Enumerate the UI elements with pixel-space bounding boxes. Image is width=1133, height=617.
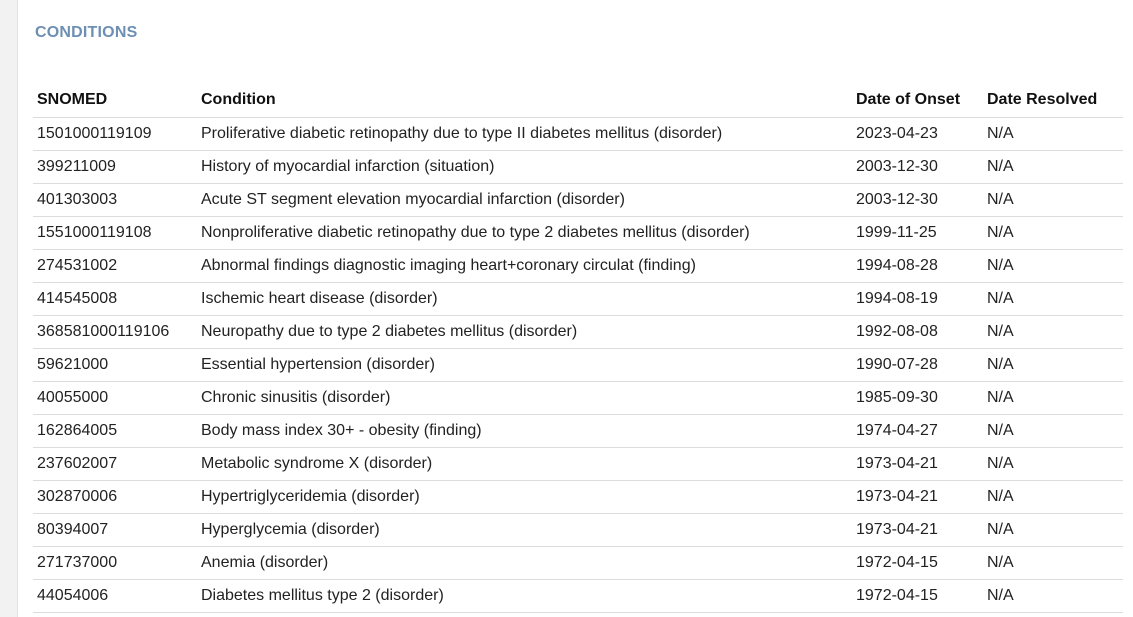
snomed-code-cell: 44054006 — [33, 579, 197, 613]
table-header-row: SNOMED Condition Date of Onset Date Reso… — [33, 84, 1123, 118]
condition-cell: Chronic sinusitis (disorder) — [197, 381, 852, 415]
date-of-onset-cell: 1990-07-28 — [852, 348, 983, 382]
header-date-resolved: Date Resolved — [983, 84, 1123, 118]
snomed-code-cell: 399211009 — [33, 150, 197, 184]
table-row: 80394007 Hyperglycemia (disorder) 1973-04-… — [33, 513, 1123, 547]
condition-cell: Acute ST segment elevation myocardial in… — [197, 183, 852, 217]
condition-cell: Body mass index 30+ - obesity (finding) — [197, 414, 852, 448]
header-date-of-onset: Date of Onset — [852, 84, 983, 118]
table-row: 401303003 Acute ST segment elevation myoc… — [33, 183, 1123, 217]
table-row: 368581000119106 Neuropathy due to type 2 … — [33, 315, 1123, 349]
date-resolved-cell: N/A — [983, 480, 1123, 514]
table-row: 44054006 Diabetes mellitus type 2 (disord… — [33, 579, 1123, 613]
condition-cell: Neuropathy due to type 2 diabetes mellit… — [197, 315, 852, 349]
table-row: 237602007 Metabolic syndrome X (disorder)… — [33, 447, 1123, 481]
date-of-onset-cell: 1994-08-19 — [852, 282, 983, 316]
section-title: CONDITIONS — [35, 24, 138, 41]
date-of-onset-cell: 2023-04-23 — [852, 117, 983, 151]
header-condition: Condition — [197, 84, 852, 118]
date-of-onset-cell: 1985-09-30 — [852, 381, 983, 415]
condition-cell: Hyperglycemia (disorder) — [197, 513, 852, 547]
table-row: 40055000 Chronic sinusitis (disorder) 1985… — [33, 381, 1123, 415]
date-resolved-cell: N/A — [983, 315, 1123, 349]
snomed-code-cell: 274531002 — [33, 249, 197, 283]
snomed-code-cell: 368581000119106 — [33, 315, 197, 349]
condition-cell: Hypertriglyceridemia (disorder) — [197, 480, 852, 514]
date-of-onset-cell: 1973-04-21 — [852, 480, 983, 514]
date-resolved-cell: N/A — [983, 513, 1123, 547]
header-snomed: SNOMED — [33, 84, 197, 118]
condition-cell: Proliferative diabetic retinopathy due t… — [197, 117, 852, 151]
date-of-onset-cell: 1994-08-28 — [852, 249, 983, 283]
date-resolved-cell: N/A — [983, 249, 1123, 283]
snomed-code-cell: 401303003 — [33, 183, 197, 217]
date-of-onset-cell: 1973-04-21 — [852, 447, 983, 481]
table-row: 399211009 History of myocardial infarctio… — [33, 150, 1123, 184]
snomed-code-cell: 59621000 — [33, 348, 197, 382]
date-resolved-cell: N/A — [983, 348, 1123, 382]
table-row: 1501000119109 Proliferative diabetic reti… — [33, 117, 1123, 151]
date-resolved-cell: N/A — [983, 216, 1123, 250]
condition-cell: History of myocardial infarction (situat… — [197, 150, 852, 184]
condition-cell: Anemia (disorder) — [197, 546, 852, 580]
left-panel-edge — [0, 0, 18, 617]
date-of-onset-cell: 1999-11-25 — [852, 216, 983, 250]
date-resolved-cell: N/A — [983, 117, 1123, 151]
date-resolved-cell: N/A — [983, 183, 1123, 217]
table-row: 302870006 Hypertriglyceridemia (disorder)… — [33, 480, 1123, 514]
date-resolved-cell: N/A — [983, 447, 1123, 481]
condition-cell: Nonproliferative diabetic retinopathy du… — [197, 216, 852, 250]
snomed-code-cell: 162864005 — [33, 414, 197, 448]
condition-cell: Metabolic syndrome X (disorder) — [197, 447, 852, 481]
table-row: 274531002 Abnormal findings diagnostic im… — [33, 249, 1123, 283]
snomed-code-cell: 1501000119109 — [33, 117, 197, 151]
date-resolved-cell: N/A — [983, 414, 1123, 448]
date-resolved-cell: N/A — [983, 282, 1123, 316]
date-of-onset-cell: 1992-08-08 — [852, 315, 983, 349]
condition-cell: Essential hypertension (disorder) — [197, 348, 852, 382]
date-of-onset-cell: 1973-04-21 — [852, 513, 983, 547]
date-of-onset-cell: 1972-04-15 — [852, 546, 983, 580]
snomed-code-cell: 80394007 — [33, 513, 197, 547]
snomed-code-cell: 237602007 — [33, 447, 197, 481]
date-of-onset-cell: 1974-04-27 — [852, 414, 983, 448]
date-resolved-cell: N/A — [983, 381, 1123, 415]
table-row: 59621000 Essential hypertension (disorder… — [33, 348, 1123, 382]
date-of-onset-cell: 1972-04-15 — [852, 579, 983, 613]
condition-cell: Ischemic heart disease (disorder) — [197, 282, 852, 316]
conditions-table: SNOMED Condition Date of Onset Date Reso… — [33, 84, 1123, 613]
table-row: 1551000119108 Nonproliferative diabetic r… — [33, 216, 1123, 250]
table-row: 271737000 Anemia (disorder) 1972-04-15 N/A — [33, 546, 1123, 580]
snomed-code-cell: 414545008 — [33, 282, 197, 316]
condition-cell: Abnormal findings diagnostic imaging hea… — [197, 249, 852, 283]
snomed-code-cell: 40055000 — [33, 381, 197, 415]
date-resolved-cell: N/A — [983, 150, 1123, 184]
table-row: 162864005 Body mass index 30+ - obesity (… — [33, 414, 1123, 448]
table-row: 414545008 Ischemic heart disease (disorde… — [33, 282, 1123, 316]
snomed-code-cell: 271737000 — [33, 546, 197, 580]
date-of-onset-cell: 2003-12-30 — [852, 150, 983, 184]
date-resolved-cell: N/A — [983, 579, 1123, 613]
snomed-code-cell: 1551000119108 — [33, 216, 197, 250]
date-resolved-cell: N/A — [983, 546, 1123, 580]
date-of-onset-cell: 2003-12-30 — [852, 183, 983, 217]
snomed-code-cell: 302870006 — [33, 480, 197, 514]
condition-cell: Diabetes mellitus type 2 (disorder) — [197, 579, 852, 613]
